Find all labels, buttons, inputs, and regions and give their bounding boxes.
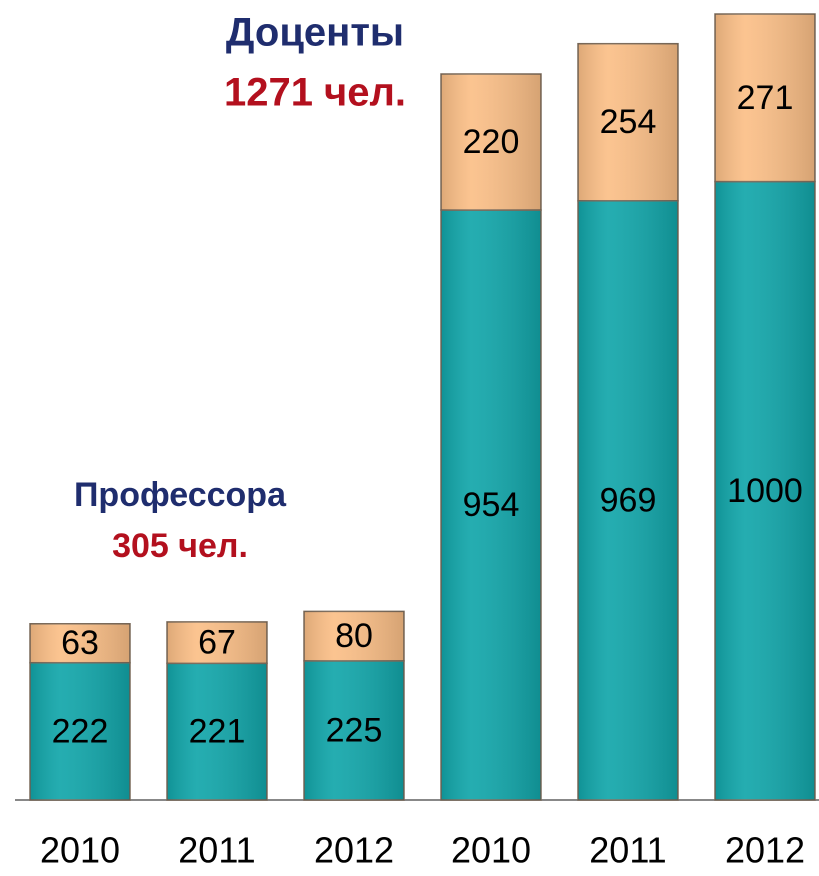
value-label: 220 [463,123,520,161]
value-label: 1000 [727,472,803,510]
x-tick-label: 2010 [451,830,531,871]
value-label: 222 [52,712,109,750]
bar-shade [30,662,130,800]
bar-shade [441,73,541,211]
annotation: 305 чел. [112,527,248,565]
value-label: 221 [189,713,246,751]
value-label: 67 [198,624,236,662]
bar-shade [715,14,815,182]
value-label: 969 [600,481,657,519]
bar-shade [30,623,130,663]
annotation: Профессора [74,476,287,514]
x-tick-label: 2011 [178,830,255,871]
x-tick-label: 2010 [40,830,120,871]
bar-shade [167,663,267,800]
x-tick-label: 2011 [589,830,666,871]
value-label: 80 [335,617,373,655]
bar-shade [304,611,404,661]
x-tick-label: 2012 [314,830,394,871]
annotation: Доценты [226,11,404,55]
annotation: 1271 чел. [224,71,406,115]
bar-shade [578,200,678,801]
bar-shade [304,660,404,800]
bar-shade [167,621,267,664]
bar-shade [715,181,815,800]
value-label: 271 [737,79,794,117]
value-label: 225 [326,711,383,749]
x-tick-label: 2012 [725,830,805,871]
bar-shade [578,43,678,201]
value-label: 63 [61,624,99,662]
value-label: 254 [600,103,657,141]
bar-shade [441,210,541,800]
value-label: 954 [463,486,520,524]
